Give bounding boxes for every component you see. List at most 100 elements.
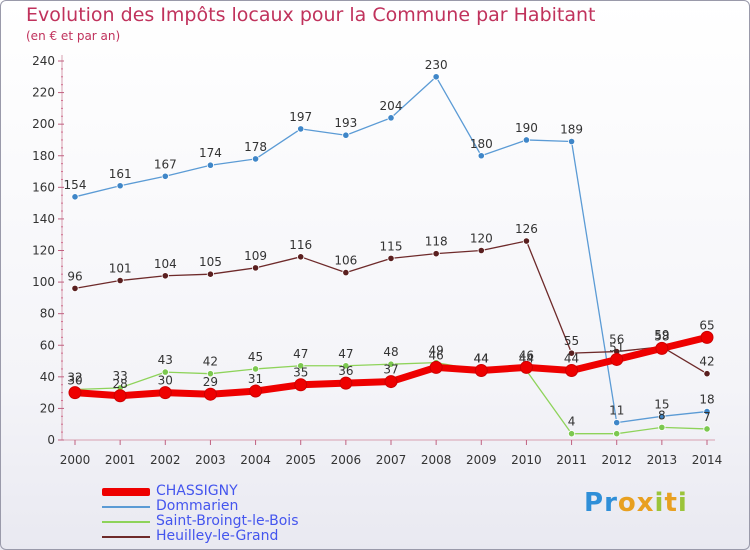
data-point (432, 250, 440, 258)
data-label: 18 (699, 393, 714, 407)
data-label: 37 (383, 363, 398, 377)
data-point (700, 330, 714, 344)
data-label: 59 (654, 328, 669, 342)
legend-label-dommarien: Dommarien (156, 498, 239, 514)
data-point (342, 131, 350, 139)
data-label: 47 (338, 347, 353, 361)
data-label: 230 (425, 58, 448, 72)
data-label: 43 (158, 353, 173, 367)
data-label: 115 (380, 239, 403, 253)
y-tick-label: 100 (32, 275, 55, 289)
data-point (68, 386, 82, 400)
y-tick-label: 120 (32, 244, 55, 258)
data-label: 33 (113, 369, 128, 383)
data-label: 49 (429, 344, 444, 358)
data-label: 8 (658, 408, 666, 422)
chart-subtitle: (en € et par an) (26, 29, 121, 43)
data-point (116, 276, 124, 285)
data-point (297, 253, 305, 261)
data-point (294, 378, 308, 392)
data-label: 47 (293, 347, 308, 361)
y-tick-label: 240 (32, 54, 55, 68)
data-point (251, 264, 260, 272)
chart-legend: CHASSIGNY Dommarien Saint-Broingt-le-Boi… (102, 484, 299, 544)
x-tick-label: 2014 (692, 453, 723, 467)
x-tick-label: 2010 (511, 453, 542, 467)
y-tick-label: 140 (32, 212, 55, 226)
legend-item-chassigny: CHASSIGNY (102, 484, 299, 499)
y-tick-label: 0 (47, 433, 55, 447)
data-label: 32 (67, 370, 82, 384)
logo-letter: x (636, 488, 655, 518)
data-label: 120 (470, 232, 493, 246)
data-label: 56 (609, 333, 624, 347)
logo-letter: i (654, 488, 665, 518)
y-tick-label: 180 (32, 149, 55, 163)
data-point (161, 272, 169, 280)
x-tick-label: 2003 (195, 453, 226, 467)
data-point (703, 370, 711, 378)
data-label: 174 (199, 146, 222, 160)
logo-letter: P (584, 488, 605, 518)
data-point (297, 362, 305, 370)
data-point (161, 172, 169, 180)
data-label: 29 (203, 375, 218, 389)
data-point (249, 384, 263, 398)
data-point (387, 114, 395, 122)
data-label: 45 (248, 350, 263, 364)
y-tick-label: 40 (40, 370, 55, 384)
data-label: 4 (568, 415, 576, 429)
data-label: 44 (474, 352, 489, 366)
chart-title: Evolution des Impôts locaux pour la Comm… (26, 4, 596, 26)
x-tick-label: 2009 (466, 453, 497, 467)
y-tick-label: 60 (40, 338, 55, 352)
data-label: 126 (515, 222, 538, 236)
data-point (161, 368, 169, 376)
data-point (610, 352, 624, 366)
data-label: 46 (429, 348, 444, 362)
data-label: 51 (609, 340, 624, 354)
data-label: 11 (609, 404, 624, 418)
data-label: 28 (113, 377, 128, 391)
data-point (658, 412, 666, 420)
data-label: 15 (654, 397, 669, 411)
data-label: 105 (199, 255, 222, 269)
line-chart: 0 20 40 60 80 100 120 140 160 180 200 220 240 2000 200… (32, 54, 723, 467)
logo-letter: t (664, 488, 678, 518)
data-point (477, 246, 485, 255)
data-label: 30 (67, 374, 82, 388)
data-point (251, 365, 260, 373)
legend-swatch-heuilley (102, 535, 150, 538)
logo-letter: o (617, 488, 637, 518)
data-point (522, 237, 531, 245)
data-point (658, 423, 666, 431)
data-label: 197 (289, 110, 312, 124)
data-label: 42 (203, 355, 218, 369)
legend-swatch-saint-broingt (102, 520, 150, 523)
x-tick-label: 2004 (240, 453, 271, 467)
data-point (387, 254, 395, 262)
data-label: 116 (289, 238, 312, 252)
data-point (477, 152, 485, 160)
data-point (251, 155, 260, 163)
data-point (519, 360, 533, 374)
y-tick-label: 160 (32, 180, 55, 194)
data-point (113, 389, 127, 403)
logo-letter: i (677, 488, 688, 518)
x-tick-label: 2001 (105, 453, 136, 467)
legend-label-heuilley: Heuilley-le-Grand (156, 528, 279, 544)
proxiti-logo: Proxiti (584, 488, 688, 518)
data-label: 154 (64, 178, 87, 192)
y-tick-label: 200 (32, 117, 55, 131)
data-point (342, 362, 350, 370)
data-label: 204 (380, 99, 403, 113)
x-tick-label: 2000 (60, 453, 91, 467)
data-label: 42 (699, 355, 714, 369)
data-label: 31 (248, 372, 263, 386)
data-point (567, 349, 576, 357)
data-label: 35 (293, 366, 308, 380)
legend-item-heuilley: Heuilley-le-Grand (102, 529, 299, 544)
logo-letter: r (604, 488, 618, 518)
data-label: 106 (334, 254, 357, 268)
data-label: 193 (334, 116, 357, 130)
